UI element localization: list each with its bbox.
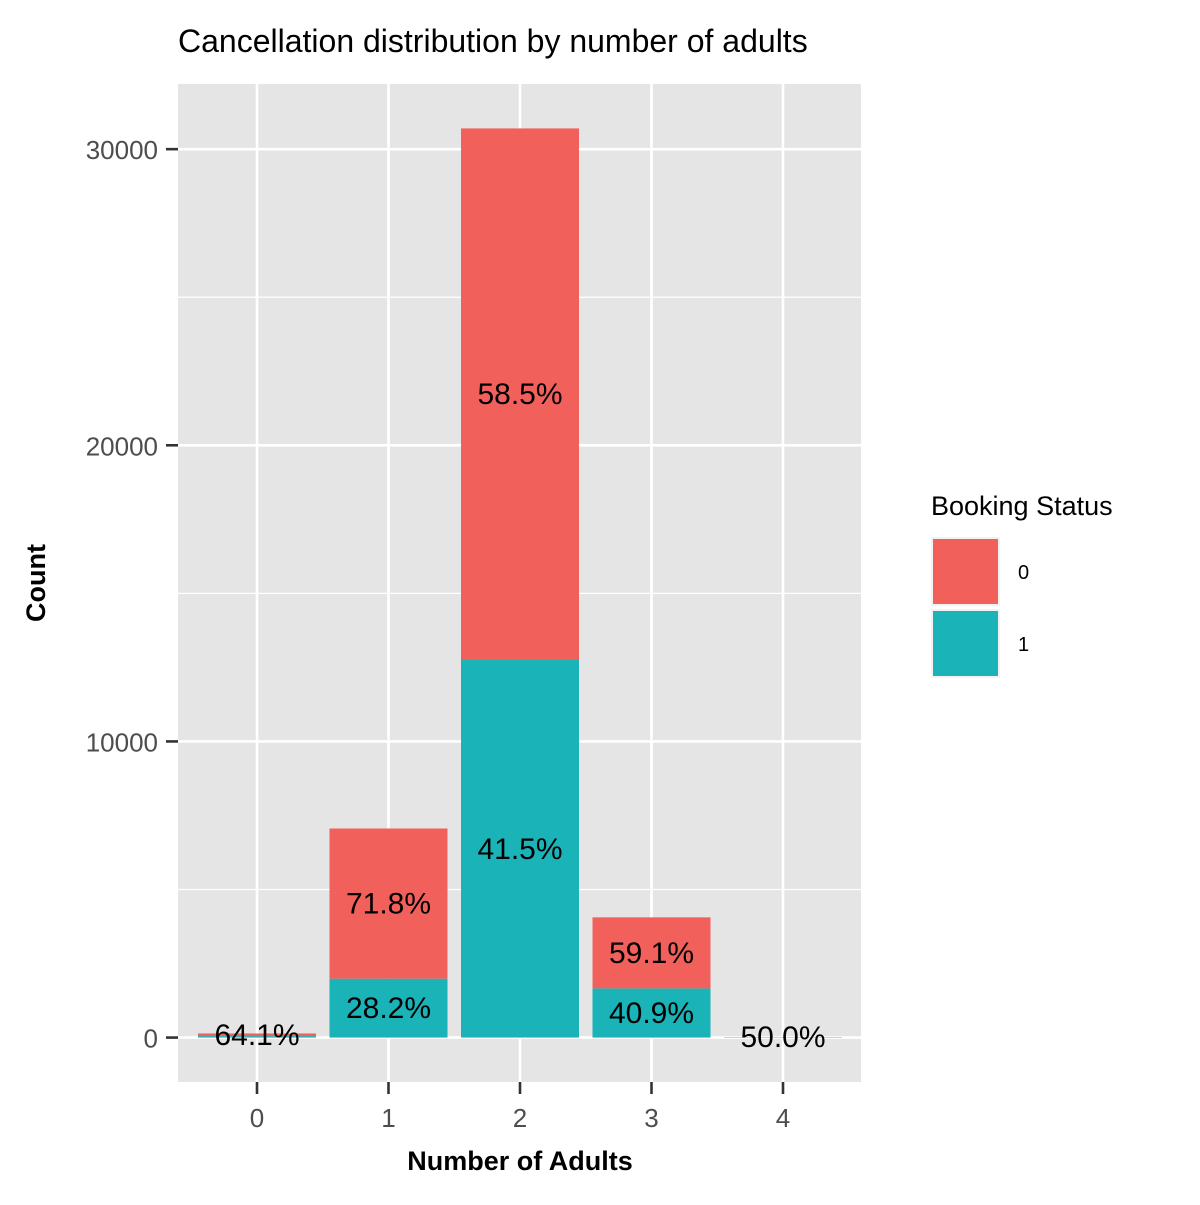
- x-tick-label: 0: [250, 1103, 264, 1133]
- y-tick-label: 0: [144, 1024, 158, 1054]
- data-label-status-1: 28.2%: [346, 992, 431, 1025]
- y-tick-label: 20000: [86, 431, 158, 461]
- legend-key-swatch: [933, 611, 998, 676]
- chart-title: Cancellation distribution by number of a…: [178, 23, 808, 59]
- legend-entry-label: 1: [1018, 634, 1029, 656]
- y-tick-label: 30000: [86, 135, 158, 165]
- data-label-status-0: 71.8%: [346, 888, 431, 921]
- x-tick-label: 3: [644, 1103, 658, 1133]
- x-tick-label: 1: [381, 1103, 395, 1133]
- data-label-status-0: 59.1%: [609, 937, 694, 970]
- x-axis-title: Number of Adults: [407, 1146, 633, 1176]
- data-label-status-1: 40.9%: [609, 997, 694, 1030]
- legend-title: Booking Status: [931, 491, 1113, 521]
- x-tick-label: 2: [513, 1103, 527, 1133]
- data-label-status-0: 58.5%: [477, 378, 562, 411]
- y-tick-label: 10000: [86, 727, 158, 757]
- legend-entry-label: 0: [1018, 562, 1029, 584]
- data-label-status-0: 50.0%: [740, 1021, 825, 1054]
- data-label-status-0: 64.1%: [214, 1019, 299, 1052]
- x-tick-label: 4: [776, 1103, 790, 1133]
- legend-key-swatch: [933, 539, 998, 604]
- data-label-status-1: 41.5%: [477, 833, 562, 866]
- y-axis-title: Count: [21, 544, 51, 622]
